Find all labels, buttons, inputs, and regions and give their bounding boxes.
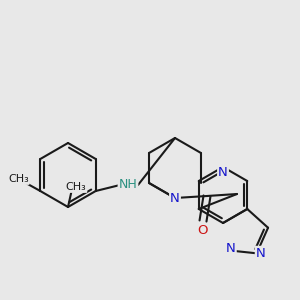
Text: N: N <box>256 247 266 260</box>
Text: NH: NH <box>118 178 137 191</box>
Text: O: O <box>197 224 207 238</box>
Text: CH₃: CH₃ <box>8 174 29 184</box>
Text: N: N <box>226 242 236 255</box>
Text: N: N <box>218 166 228 178</box>
Text: N: N <box>170 191 180 205</box>
Text: CH₃: CH₃ <box>66 182 86 192</box>
